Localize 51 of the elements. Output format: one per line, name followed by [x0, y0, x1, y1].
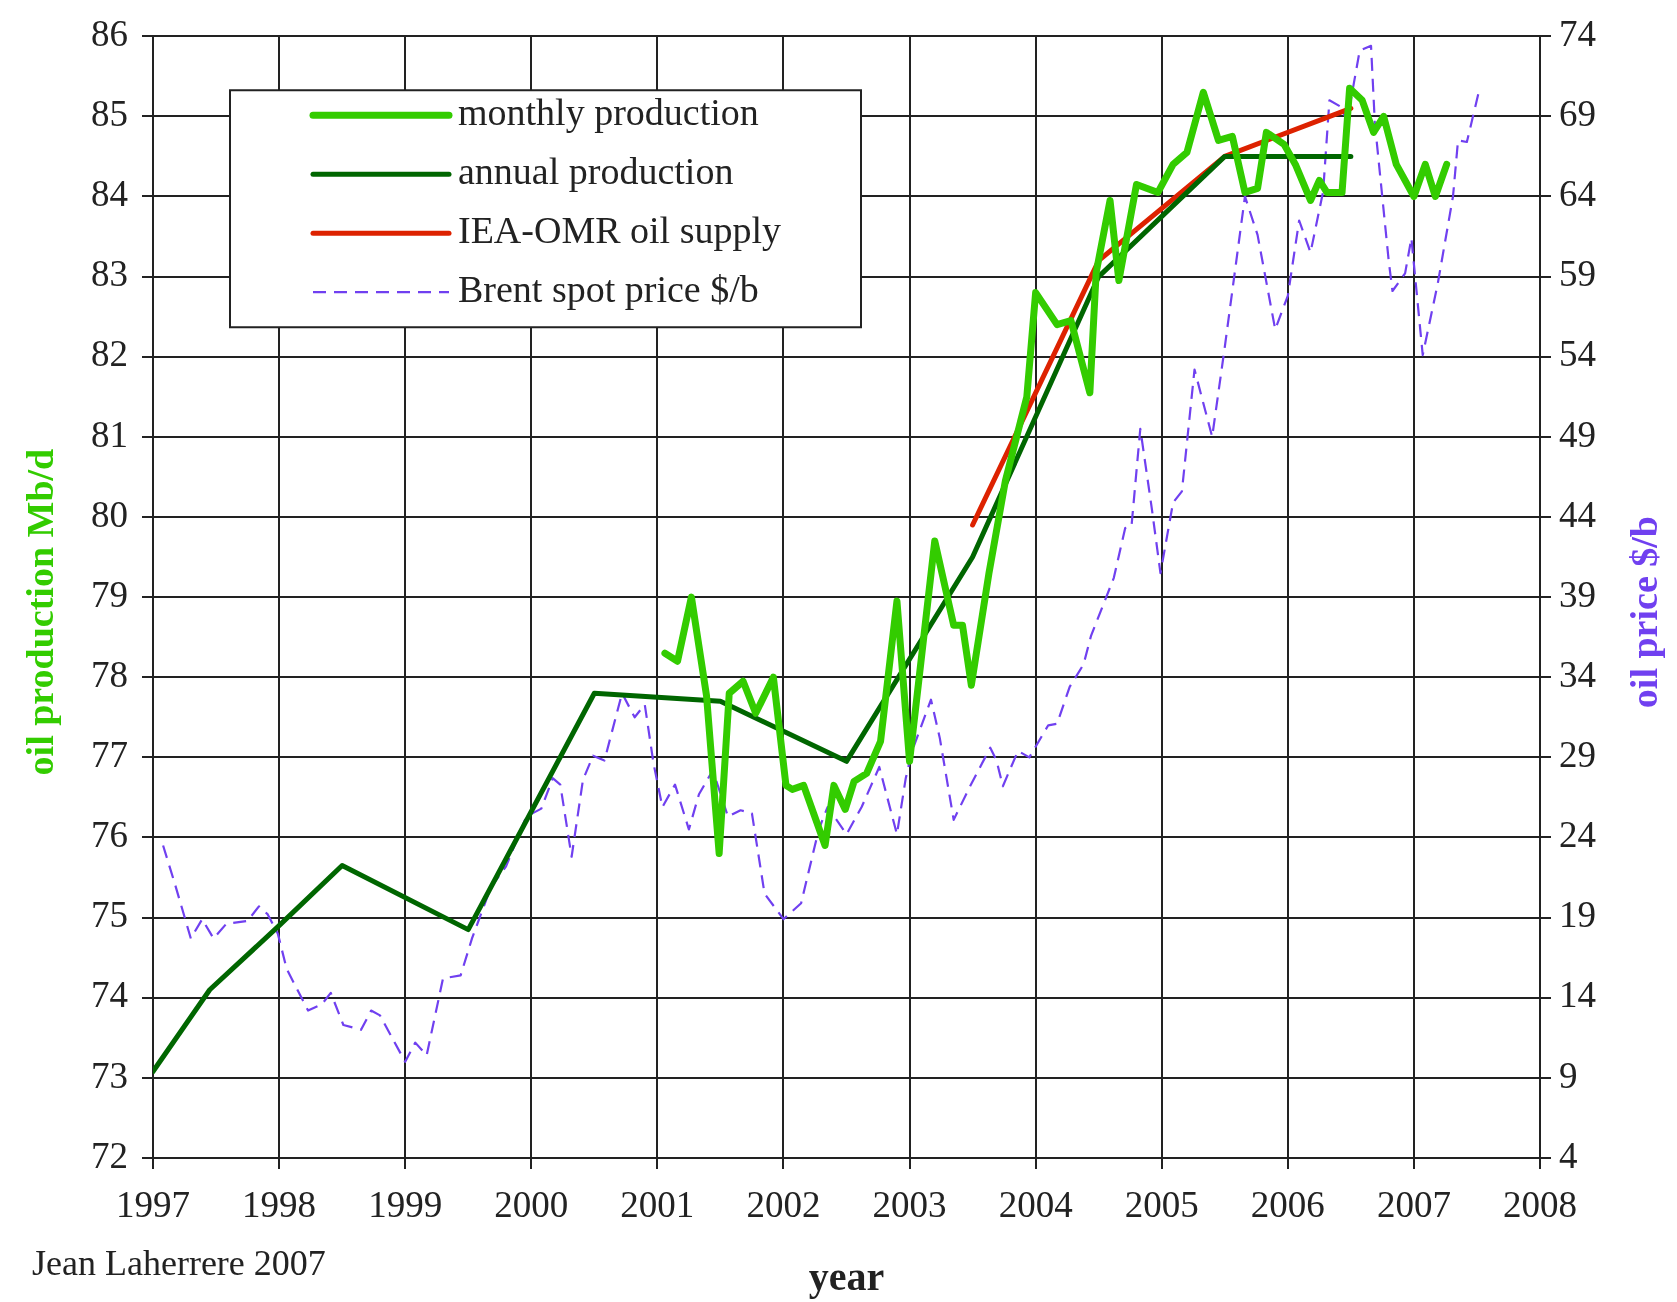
x-tick-label: 2000: [494, 1183, 569, 1225]
y-tick-label: 74: [91, 974, 128, 1016]
y2-tick-label: 74: [1559, 12, 1596, 54]
x-tick-label: 2006: [1250, 1183, 1325, 1225]
y2-tick-label: 4: [1559, 1134, 1578, 1176]
y-tick-label: 85: [91, 93, 128, 135]
y-tick-label: 84: [91, 173, 128, 215]
x-tick-label: 1999: [368, 1183, 443, 1225]
y-tick-label: 86: [91, 12, 128, 54]
y-tick-label: 83: [91, 253, 128, 295]
y-tick-label: 73: [91, 1054, 128, 1096]
x-tick-label: 2007: [1376, 1183, 1451, 1225]
y2-tick-label: 49: [1559, 413, 1596, 455]
y2-tick-label: 19: [1559, 894, 1596, 936]
y-tick-label: 72: [91, 1134, 128, 1176]
x-tick-label: 2005: [1124, 1183, 1199, 1225]
y-tick-label: 81: [91, 413, 128, 455]
y-tick-label: 76: [91, 814, 128, 856]
y2-tick-label: 39: [1559, 573, 1596, 615]
x-tick-label: 2008: [1503, 1183, 1577, 1225]
y2-tick-label: 9: [1559, 1054, 1578, 1096]
x-tick-label: 1997: [116, 1183, 190, 1225]
x-tick-label: 2003: [872, 1183, 947, 1225]
y-tick-label: 80: [91, 493, 128, 535]
text: Jean Laherrere 2007: [32, 1243, 326, 1284]
y2-tick-label: 34: [1559, 653, 1596, 695]
y-axis-title: oil production Mb/d: [18, 448, 61, 776]
y-tick-label: 77: [91, 734, 128, 776]
y2-axis-title: oil price $/b: [1622, 516, 1665, 709]
y-tick-label: 75: [91, 894, 128, 936]
y2-tick-label: 24: [1559, 814, 1596, 856]
line-series: [161, 44, 1481, 1063]
y-tick-label: 78: [91, 653, 128, 695]
x-tick-label: 2004: [998, 1183, 1073, 1225]
x-tick-label: 1998: [242, 1183, 317, 1225]
y2-tick-label: 59: [1559, 253, 1596, 295]
legend-label: IEA-OMR oil supply: [458, 209, 781, 252]
y2-tick-label: 69: [1559, 93, 1596, 135]
y2-tick-label: 64: [1559, 173, 1596, 215]
legend-label: Brent spot price $/b: [458, 268, 759, 311]
y-tick-label: 79: [91, 573, 128, 615]
y-tick-label: 82: [91, 333, 128, 375]
y2-tick-label: 44: [1559, 493, 1596, 535]
x-tick-label: 2002: [746, 1183, 821, 1225]
y2-tick-label: 14: [1559, 974, 1596, 1016]
x-tick-label: 2001: [620, 1183, 695, 1225]
x-axis-title: year: [808, 1254, 885, 1300]
y2-tick-label: 29: [1559, 734, 1596, 776]
y2-tick-label: 54: [1559, 333, 1596, 375]
legend-label: monthly production: [458, 91, 759, 134]
legend-label: annual production: [458, 150, 734, 193]
